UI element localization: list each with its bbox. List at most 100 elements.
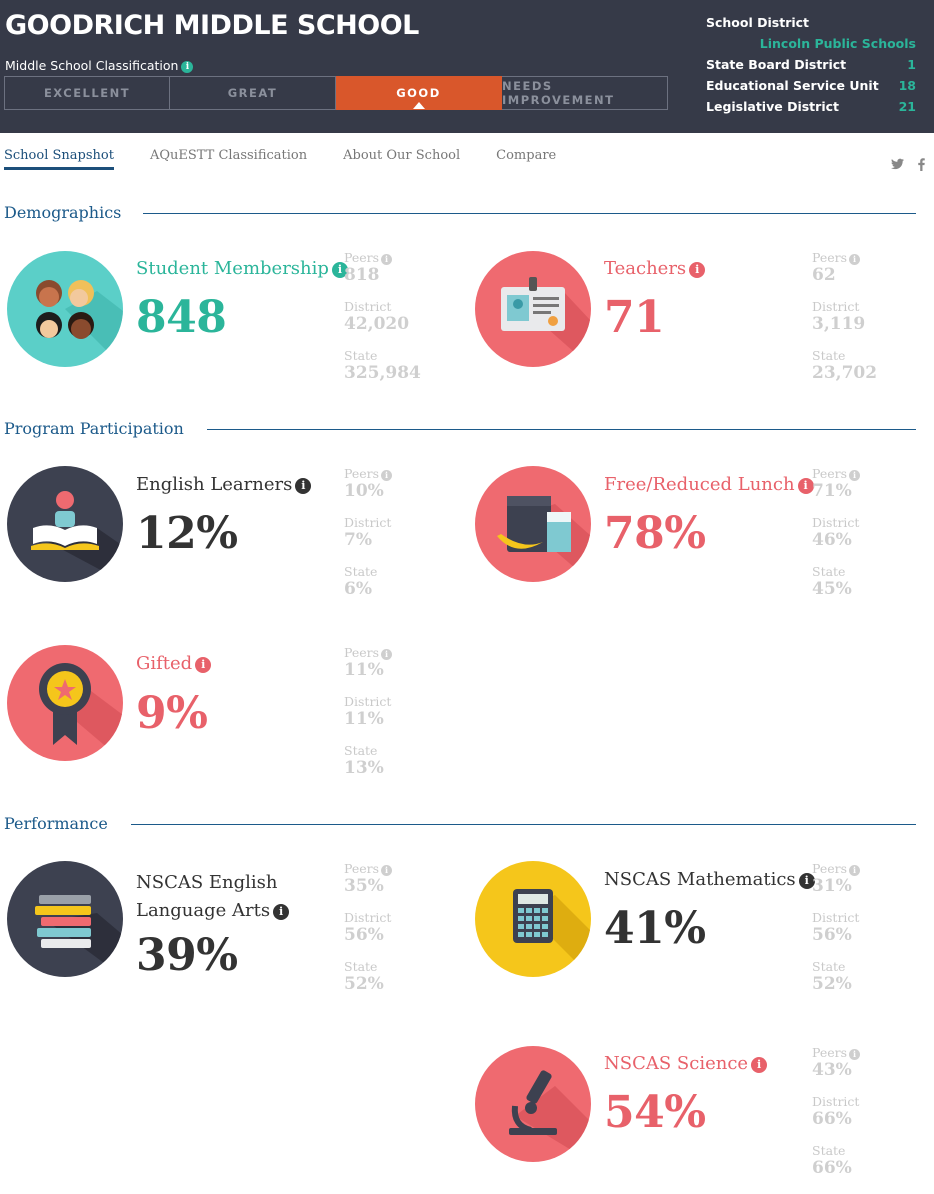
district-label: District [344,515,392,530]
district-label: District [344,299,392,314]
info-icon[interactable]: i [331,262,348,278]
state-value: 45% [812,579,852,599]
nscas-math-compare: Peers i 31% District 56% State 52% [812,861,861,1010]
state-label: State [344,959,378,974]
info-icon[interactable]: i [849,1049,861,1060]
info-icon[interactable]: i [798,873,815,889]
district-label: District [812,515,860,530]
nscas-ela-value: 39% [136,930,238,981]
info-icon[interactable]: i [849,470,861,481]
nscas-math-value: 41% [604,903,706,954]
tab-compare[interactable]: Compare [496,148,557,163]
rating-needs-improvement[interactable]: NEEDS IMPROVEMENT [502,76,668,110]
info-icon[interactable]: i [797,478,814,494]
classification-label-text: Middle School Classification [5,58,179,73]
info-icon[interactable]: i [295,478,312,494]
info-icon[interactable]: i [181,60,194,73]
info-icon[interactable]: i [751,1057,768,1073]
classification-label: Middle School Classification i [5,58,194,73]
info-icon[interactable]: i [381,254,393,265]
info-icon[interactable]: i [849,865,861,876]
state-value: 52% [812,974,852,994]
peers-value: 31% [812,876,852,896]
free-reduced-lunch-label: Free/Reduced Lunch i [604,474,814,495]
nscas-science-value: 54% [604,1087,706,1138]
district-label: District [812,1094,860,1109]
peers-value: 43% [812,1060,852,1080]
state-value: 52% [344,974,384,994]
school-name: GOODRICH MIDDLE SCHOOL [5,10,419,41]
district-label: District [812,299,860,314]
info-icon[interactable]: i [381,865,393,876]
state-label: State [344,348,378,363]
teachers-value: 71 [604,292,665,343]
page-header: GOODRICH MIDDLE SCHOOL Middle School Cla… [0,0,934,133]
district-value: 56% [812,925,852,945]
peers-label: Peers [344,250,380,265]
nscas-math-label: NSCAS Mathematics i [604,869,815,890]
student-membership-compare: Peers i 818 District 42,020 State 325,984 [344,250,421,399]
free-reduced-lunch-compare: Peers i 71% District 46% State 45% [812,466,861,615]
english-learners-value: 12% [136,508,238,559]
nscas-science-label-text: NSCAS Science [604,1053,749,1074]
state-label: State [812,1143,846,1158]
peers-label: Peers [812,250,848,265]
section-divider [207,429,916,430]
info-icon[interactable]: i [381,649,393,660]
district-value: 42,020 [344,314,410,334]
district-value: 3,119 [812,314,866,334]
info-icon[interactable]: i [195,657,212,673]
peers-value: 10% [344,481,384,501]
info-icon[interactable]: i [273,904,290,920]
nscas-science-label: NSCAS Science i [604,1053,768,1074]
facebook-icon[interactable] [918,158,925,175]
district-label: District [344,910,392,925]
district-value: 56% [344,925,384,945]
nscas-ela-label-line1: NSCAS English [136,872,278,893]
gifted-value: 9% [136,688,208,739]
peers-label: Peers [344,861,380,876]
state-label: State [812,959,846,974]
tab-school-snapshot[interactable]: School Snapshot [4,148,114,170]
peers-label: Peers [344,466,380,481]
gifted-label: Gifted i [136,653,212,674]
info-icon[interactable]: i [381,470,393,481]
school-district-value[interactable]: Lincoln Public Schools [759,36,916,51]
state-value: 66% [812,1158,852,1178]
student-membership-label: Student Membership i [136,258,348,279]
teacher-badge-icon [475,251,591,367]
books-icon [7,861,123,977]
microscope-icon [475,1046,591,1162]
rating-good[interactable]: GOOD [336,76,502,110]
district-label: District [344,694,392,709]
rating-excellent[interactable]: EXCELLENT [4,76,170,110]
section-title-performance: Performance [4,814,108,833]
section-divider [143,213,916,214]
peers-label: Peers [812,861,848,876]
section-divider [131,824,916,825]
twitter-icon[interactable] [891,158,904,174]
state-label: State [812,348,846,363]
gifted-ribbon-icon [7,645,123,761]
peers-label: Peers [812,466,848,481]
state-label: State [344,743,378,758]
peers-label: Peers [344,645,380,660]
legislative-value: 21 [898,99,916,114]
tab-aquestt-classification[interactable]: AQuESTT Classification [149,148,308,163]
rating-great[interactable]: GREAT [170,76,336,110]
english-learners-label: English Learners i [136,474,312,495]
district-value: 11% [344,709,384,729]
info-icon[interactable]: i [689,262,706,278]
nscas-science-compare: Peers i 43% District 66% State 66% [812,1045,861,1194]
english-learners-icon [7,466,123,582]
district-value: 7% [344,530,372,550]
state-value: 13% [344,758,384,778]
peers-label: Peers [812,1045,848,1060]
info-icon[interactable]: i [849,254,861,265]
district-value: 46% [812,530,852,550]
tab-about-our-school[interactable]: About Our School [343,148,461,163]
state-board-label: State Board District [706,57,847,72]
lunch-icon [475,466,591,582]
nscas-ela-label: NSCAS English Language Arts i [136,869,290,925]
esu-label: Educational Service Unit [706,78,879,93]
